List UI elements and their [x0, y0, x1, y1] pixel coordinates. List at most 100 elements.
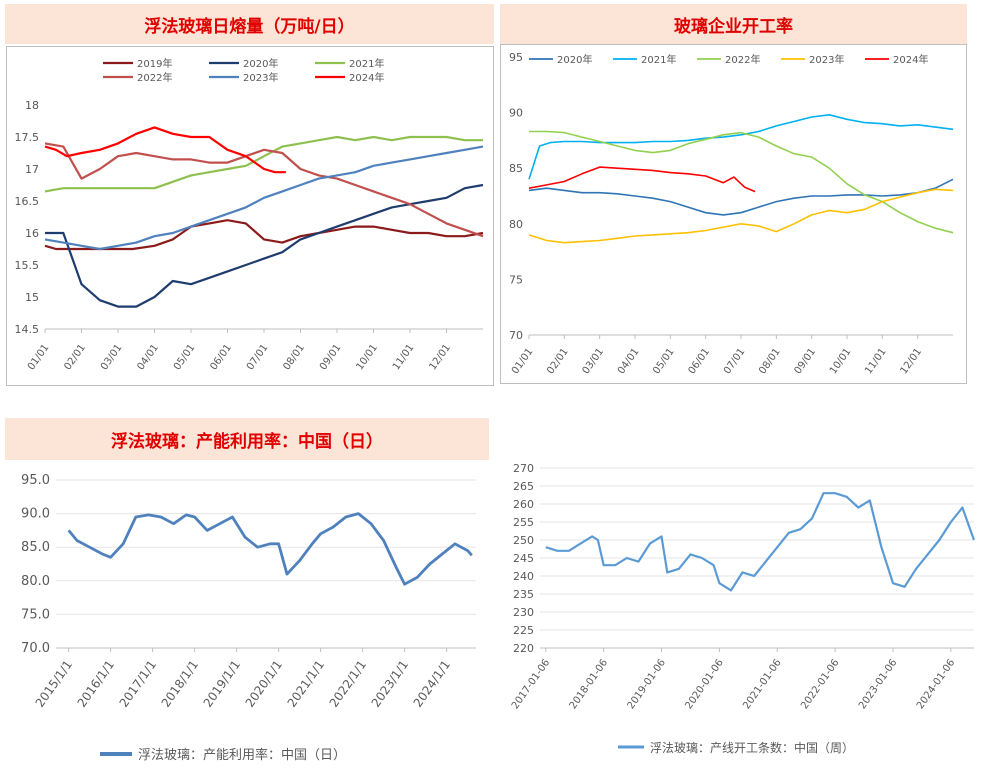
x-tick-label: 2022/1/1	[327, 658, 369, 710]
chart4-svg: 220 225 230 235 240 245 250 255 260 265 270 2017-01…	[510, 462, 976, 755]
chart3-area: 70.0 75.0 80.0 85.0 90.0 95.0 2015/1/1 2016/1/1…	[0, 462, 490, 772]
x-tick-label: 08/01	[757, 346, 783, 376]
legend-label: 2021年	[641, 53, 676, 66]
x-tick-label: 10/01	[354, 342, 380, 372]
x-tick-label: 07/01	[722, 346, 748, 376]
legend-label: 浮法玻璃：产线开工条数：中国（周）	[650, 740, 854, 755]
x-tick-label: 11/01	[863, 346, 889, 376]
y-tick-label: 235	[513, 588, 534, 601]
x-tick-label: 2023/1/1	[369, 658, 411, 710]
x-tick-label: 04/01	[616, 346, 642, 376]
y-tick-label: 85.0	[21, 540, 50, 555]
y-tick-label: 18	[25, 99, 39, 112]
x-tick-label: 01/01	[510, 346, 536, 376]
x-tick-label: 2017/1/1	[117, 658, 159, 710]
y-tick-label: 14.5	[15, 323, 40, 336]
legend-label: 2023年	[243, 71, 278, 84]
legend-label: 2022年	[137, 71, 172, 84]
x-tick-label: 2021-01-06	[741, 657, 783, 711]
y-tick-label: 90.0	[21, 507, 50, 522]
legend-label: 2024年	[349, 71, 384, 84]
series-line	[529, 130, 954, 234]
series-line	[44, 142, 484, 238]
x-tick-label: 02/01	[62, 342, 88, 372]
x-tick-label: 2019/1/1	[201, 658, 243, 710]
x-tick-label: 2023-01-06	[857, 657, 899, 711]
x-tick-label: 2015/1/1	[33, 658, 75, 710]
y-tick-label: 15	[25, 291, 39, 304]
chart2-svg: 70 75 80 85 90 95 01/01 02/01 03/01 04/01 05/01 06/…	[509, 51, 954, 376]
x-tick-label: 2022-01-06	[799, 657, 841, 711]
x-tick-label: 09/01	[793, 346, 819, 376]
y-tick-label: 70	[509, 329, 523, 342]
legend-label: 浮法玻璃：产能利用率：中国（日）	[138, 747, 346, 763]
y-tick-label: 250	[513, 534, 534, 547]
y-tick-label: 16	[25, 227, 39, 240]
legend-label: 2020年	[243, 57, 278, 70]
y-tick-label: 255	[513, 516, 534, 529]
legend-label: 2020年	[557, 53, 592, 66]
y-tick-label: 260	[513, 498, 534, 511]
y-tick-label: 17	[25, 163, 39, 176]
x-tick-label: 06/01	[208, 342, 234, 372]
chart1-frame: 14.5 15 15.5 16 16.5 17 17.5 18 01/01 02/01 03/01 0…	[6, 46, 494, 386]
x-tick-label: 2019-01-06	[626, 657, 668, 711]
x-tick-label: 2018-01-06	[568, 657, 610, 711]
y-tick-label: 220	[513, 642, 534, 655]
x-tick-label: 10/01	[828, 346, 854, 376]
series-line	[44, 145, 484, 251]
y-tick-label: 225	[513, 624, 534, 637]
y-tick-label: 95	[509, 51, 523, 64]
series-line	[44, 126, 286, 174]
x-tick-label: 06/01	[687, 346, 713, 376]
x-tick-label: 03/01	[99, 342, 125, 372]
chart1-svg: 14.5 15 15.5 16 16.5 17 17.5 18 01/01 02/01 03/01 0…	[15, 57, 484, 372]
x-tick-label: 2021/1/1	[285, 658, 327, 710]
x-tick-label: 12/01	[427, 342, 453, 372]
x-tick-label: 2024-01-06	[915, 657, 957, 711]
x-tick-label: 08/01	[281, 342, 307, 372]
x-tick-label: 02/01	[545, 346, 571, 376]
x-tick-label: 01/01	[26, 342, 52, 372]
y-tick-label: 80.0	[21, 574, 50, 589]
x-tick-label: 07/01	[245, 342, 271, 372]
series-line	[545, 492, 976, 592]
chart4-area: 220 225 230 235 240 245 250 255 260 265 270 2017-01…	[496, 462, 980, 772]
y-tick-label: 245	[513, 552, 534, 565]
y-tick-label: 95.0	[21, 473, 50, 488]
x-tick-label: 12/01	[899, 346, 925, 376]
x-tick-label: 04/01	[135, 342, 161, 372]
y-tick-label: 90	[509, 107, 523, 120]
x-tick-label: 11/01	[391, 342, 417, 372]
chart2-frame: 70 75 80 85 90 95 01/01 02/01 03/01 04/01 05/01 06/…	[500, 44, 967, 384]
series-line	[45, 183, 484, 308]
x-tick-label: 2017-01-06	[510, 657, 552, 711]
legend-label: 2022年	[725, 53, 760, 66]
x-tick-label: 2020/1/1	[243, 658, 285, 710]
chart3-title-band: 浮法玻璃：产能利用率：中国（日）	[5, 418, 489, 460]
y-tick-label: 80	[509, 218, 523, 231]
chart1-title: 浮法玻璃日熔量（万吨/日）	[144, 16, 355, 37]
y-tick-label: 17.5	[15, 131, 40, 144]
y-tick-label: 15.5	[15, 259, 40, 272]
x-tick-label: 2018/1/1	[159, 658, 201, 710]
legend-label: 2021年	[349, 57, 384, 70]
series-line	[67, 512, 473, 586]
y-tick-label: 240	[513, 570, 534, 583]
series-line	[528, 188, 954, 244]
y-tick-label: 265	[513, 480, 534, 493]
y-tick-label: 70.0	[21, 641, 50, 656]
chart1-title-band: 浮法玻璃日熔量（万吨/日）	[5, 4, 494, 44]
series-line	[528, 114, 954, 180]
x-tick-label: 2024/1/1	[411, 658, 453, 710]
series-line	[528, 178, 954, 216]
legend-label: 2024年	[893, 53, 928, 66]
chart3-title: 浮法玻璃：产能利用率：中国（日）	[111, 431, 383, 452]
x-tick-label: 09/01	[318, 342, 344, 372]
series-line	[528, 166, 756, 193]
series-line	[44, 219, 484, 251]
x-tick-label: 05/01	[172, 342, 198, 372]
y-tick-label: 16.5	[15, 195, 40, 208]
x-tick-label: 03/01	[581, 346, 607, 376]
y-tick-label: 75.0	[21, 607, 50, 622]
